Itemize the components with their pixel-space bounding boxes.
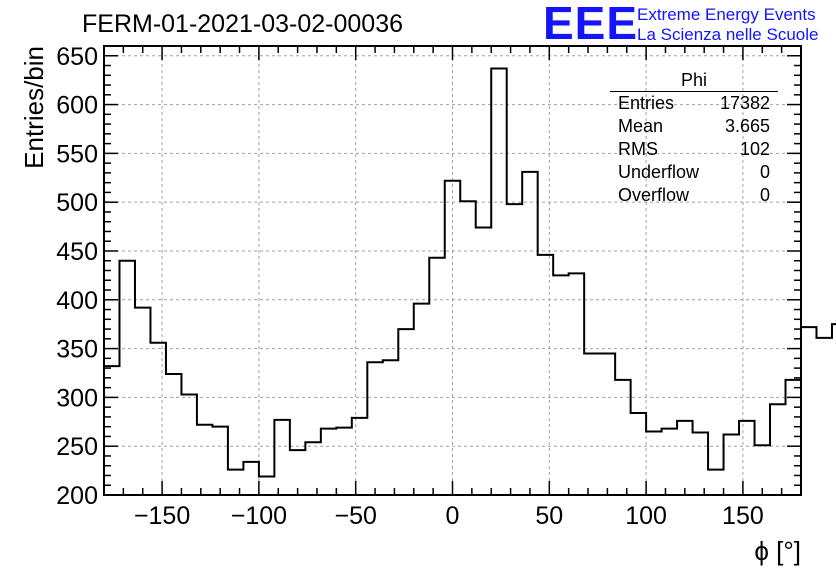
y-tick-label: 200 (56, 482, 98, 510)
stats-value: 17382 (719, 93, 770, 113)
stats-value: 0 (759, 185, 770, 205)
x-axis-ticks: −150 −100 −50 0 50 100 150 (122, 46, 783, 530)
y-tick-label: 300 (56, 384, 98, 412)
stats-key: RMS (618, 139, 658, 159)
y-tick-label: 600 (56, 92, 98, 120)
y-tick-label: 500 (56, 189, 98, 217)
stats-key: Mean (618, 116, 664, 136)
stats-row-underflow: Underflow 0 (610, 161, 778, 184)
stats-box: Phi Entries 17382 Mean 3.665 RMS 102 Und… (610, 70, 778, 207)
y-tick-label: 250 (56, 433, 98, 461)
stats-key: Underflow (618, 162, 700, 182)
eee-logo-line1: Extreme Energy Events (637, 5, 816, 24)
x-tick-label: −100 (231, 502, 287, 530)
x-tick-label: 150 (722, 502, 764, 530)
stats-title: Phi (610, 70, 778, 92)
stats-value: 0 (759, 162, 770, 182)
x-axis-label: ϕ [°] (754, 536, 801, 566)
stats-row-entries: Entries 17382 (610, 92, 778, 115)
y-tick-label: 350 (56, 336, 98, 364)
x-tick-label: −150 (134, 502, 190, 530)
x-tick-label: −50 (334, 502, 376, 530)
stats-key: Entries (618, 93, 675, 113)
stats-key: Overflow (618, 185, 690, 205)
y-tick-label: 450 (56, 238, 98, 266)
stats-row-mean: Mean 3.665 (610, 115, 778, 138)
stats-row-rms: RMS 102 (610, 138, 778, 161)
stats-value: 3.665 (724, 116, 770, 136)
x-tick-label: 0 (446, 502, 460, 530)
y-tick-label: 650 (56, 43, 98, 71)
histogram-line (104, 67, 836, 478)
y-tick-label: 550 (56, 140, 98, 168)
y-tick-label: 400 (56, 287, 98, 315)
stats-value: 102 (739, 139, 770, 159)
eee-logo: EEE (543, 0, 639, 49)
page-title: FERM-01-2021-03-02-00036 (82, 10, 404, 38)
x-tick-label: 50 (535, 502, 563, 530)
eee-logo-line2: La Scienza nelle Scuole (637, 25, 819, 44)
y-axis-label: Entries/bin (19, 46, 49, 169)
x-tick-label: 100 (625, 502, 667, 530)
y-axis-ticks: 200 250 300 350 400 450 500 550 600 650 (56, 43, 801, 510)
stats-row-overflow: Overflow 0 (610, 184, 778, 207)
